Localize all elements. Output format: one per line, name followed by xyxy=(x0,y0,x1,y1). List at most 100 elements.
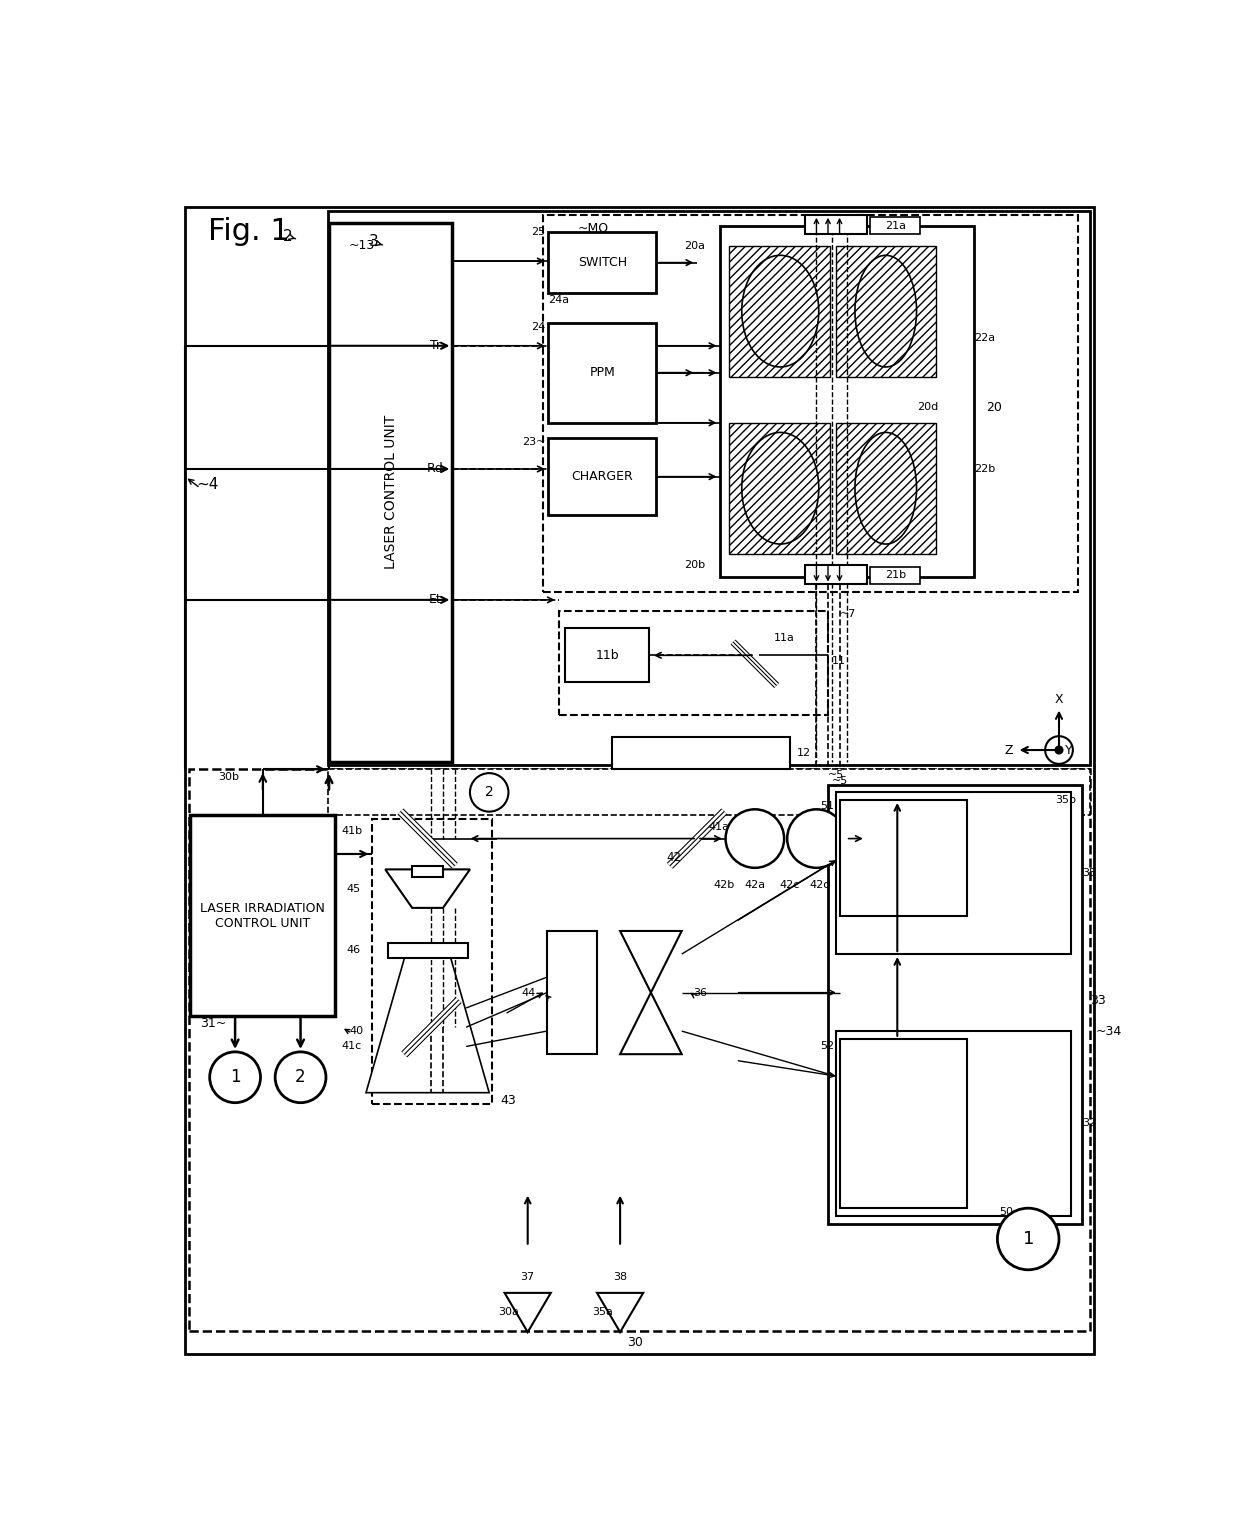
Bar xyxy=(836,793,1070,954)
Bar xyxy=(839,801,967,916)
Polygon shape xyxy=(386,870,470,908)
Text: 31~: 31~ xyxy=(201,1017,227,1029)
Text: 21b: 21b xyxy=(885,571,906,580)
Bar xyxy=(870,566,920,584)
Polygon shape xyxy=(620,992,682,1054)
Text: 50: 50 xyxy=(998,1207,1013,1216)
Circle shape xyxy=(787,810,846,868)
Text: 30b: 30b xyxy=(218,772,239,782)
Circle shape xyxy=(997,1209,1059,1270)
Bar xyxy=(548,232,656,293)
Text: Tr: Tr xyxy=(430,339,440,353)
Bar xyxy=(805,215,867,235)
Text: 43: 43 xyxy=(501,1094,517,1108)
Polygon shape xyxy=(596,1293,644,1332)
Bar xyxy=(836,245,936,376)
Text: 11b: 11b xyxy=(595,649,619,661)
Text: 37: 37 xyxy=(521,1273,534,1282)
Text: Rd: Rd xyxy=(427,462,444,476)
Text: CHARGER: CHARGER xyxy=(572,471,634,483)
Polygon shape xyxy=(620,931,682,992)
Bar xyxy=(327,212,1090,765)
Text: 36: 36 xyxy=(693,988,707,997)
Ellipse shape xyxy=(854,433,916,545)
Text: Et: Et xyxy=(429,594,441,606)
Text: 2: 2 xyxy=(295,1068,306,1086)
Bar xyxy=(548,322,656,423)
Bar xyxy=(388,942,469,957)
Text: 41c: 41c xyxy=(342,1042,362,1051)
Bar xyxy=(547,931,596,1054)
Text: PPM: PPM xyxy=(589,367,615,379)
Text: 33: 33 xyxy=(1090,994,1106,1006)
Text: 2: 2 xyxy=(283,229,293,244)
Text: ~34: ~34 xyxy=(1096,1025,1122,1037)
Text: 1: 1 xyxy=(229,1068,241,1086)
Bar xyxy=(729,423,830,554)
Text: ~MO: ~MO xyxy=(578,222,609,235)
Bar xyxy=(828,785,1083,1224)
Text: 20d: 20d xyxy=(918,402,939,413)
Circle shape xyxy=(725,810,784,868)
Text: 30a: 30a xyxy=(498,1307,518,1318)
Text: 35b: 35b xyxy=(1055,795,1076,805)
Text: LASER CONTROL UNIT: LASER CONTROL UNIT xyxy=(383,416,398,569)
Ellipse shape xyxy=(854,255,916,367)
Text: 35: 35 xyxy=(1083,868,1096,879)
Text: 42d: 42d xyxy=(810,881,831,890)
Bar xyxy=(188,769,1090,1332)
Polygon shape xyxy=(366,957,490,1092)
Text: 42c: 42c xyxy=(779,881,800,890)
Ellipse shape xyxy=(742,255,818,367)
Text: 23~: 23~ xyxy=(522,437,546,446)
Text: 22a: 22a xyxy=(975,333,996,344)
Text: 45: 45 xyxy=(346,884,361,894)
Text: 41a: 41a xyxy=(708,822,729,831)
Text: 42: 42 xyxy=(667,851,682,864)
Circle shape xyxy=(275,1052,326,1103)
Text: 11: 11 xyxy=(832,657,846,666)
Text: 12: 12 xyxy=(797,749,811,758)
Circle shape xyxy=(210,1052,260,1103)
Text: 38: 38 xyxy=(613,1273,627,1282)
Bar xyxy=(327,769,1090,816)
Text: Z: Z xyxy=(1004,744,1013,756)
Text: 46: 46 xyxy=(346,945,361,956)
Bar xyxy=(548,439,656,515)
Text: 32: 32 xyxy=(1083,1118,1096,1129)
Text: ~5: ~5 xyxy=(832,776,848,785)
Text: 24a: 24a xyxy=(548,295,569,305)
Bar xyxy=(805,565,867,584)
Text: 20b: 20b xyxy=(683,560,704,571)
Text: 25: 25 xyxy=(531,227,546,236)
Ellipse shape xyxy=(742,433,818,545)
Text: 35a: 35a xyxy=(591,1307,613,1318)
Text: ~13: ~13 xyxy=(348,239,374,252)
Text: 30: 30 xyxy=(627,1336,644,1350)
Text: 40: 40 xyxy=(350,1026,363,1035)
Bar xyxy=(191,816,335,1016)
Bar xyxy=(720,227,975,577)
Bar xyxy=(412,865,443,877)
Text: 44: 44 xyxy=(521,988,536,997)
Bar xyxy=(329,222,453,761)
Text: 1: 1 xyxy=(1023,1230,1034,1249)
Circle shape xyxy=(470,773,508,811)
Bar xyxy=(836,1031,1070,1216)
Bar xyxy=(613,736,790,769)
Bar xyxy=(558,612,828,715)
Text: 20: 20 xyxy=(986,400,1002,414)
Text: 24: 24 xyxy=(531,322,546,331)
Bar xyxy=(372,819,491,1104)
Text: 51: 51 xyxy=(820,801,835,811)
Bar xyxy=(564,629,650,683)
Text: 3: 3 xyxy=(368,235,378,250)
Polygon shape xyxy=(505,1293,551,1332)
Bar xyxy=(836,423,936,554)
Text: 52: 52 xyxy=(820,1042,835,1051)
Text: 42b: 42b xyxy=(713,881,734,890)
Circle shape xyxy=(1055,746,1063,753)
Text: Y: Y xyxy=(1065,744,1073,756)
Text: ~7: ~7 xyxy=(839,609,856,618)
Text: ~5: ~5 xyxy=(828,770,844,781)
